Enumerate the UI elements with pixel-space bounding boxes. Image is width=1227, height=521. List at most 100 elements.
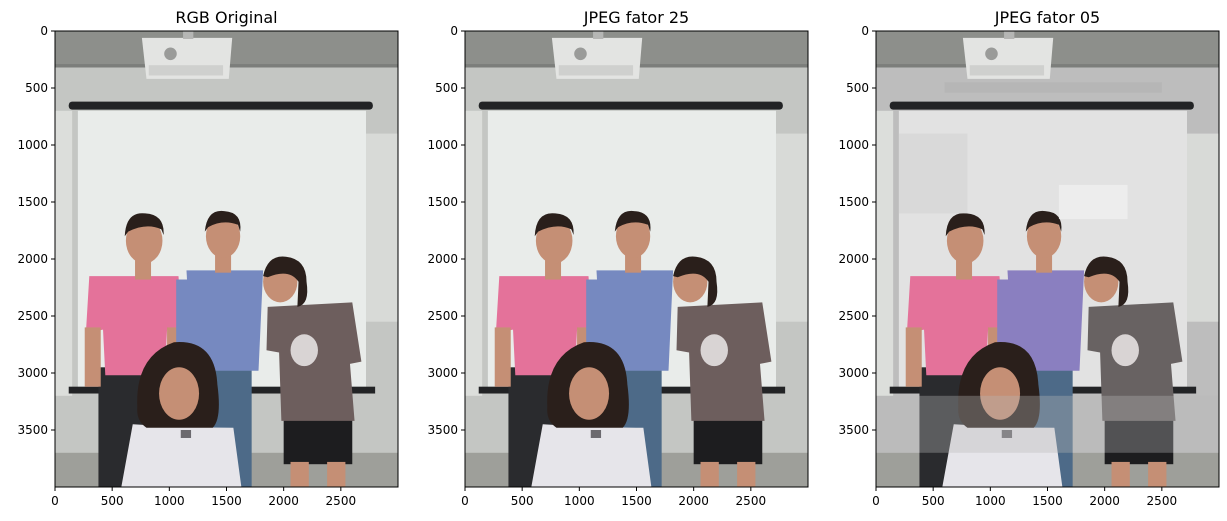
person-3-shirt-print: [290, 334, 318, 367]
person-2-face: [205, 214, 241, 258]
subplot-original: RGB Original 0 500 1000 1500 2000 2500 0 500 1000…: [17, 8, 399, 508]
screen-bar: [478, 101, 783, 110]
person-2-sleeve: [586, 279, 603, 360]
left-board: [876, 110, 894, 396]
person-3-shirt: [1087, 302, 1183, 421]
person-1-hair: [945, 213, 985, 237]
person-3-hair: [263, 256, 308, 307]
person-3-shorts: [283, 416, 353, 465]
photo: [876, 31, 1219, 487]
x-tick-label: 500: [101, 494, 124, 508]
y-tick-label: 1000: [838, 138, 869, 152]
artifact-floor: [876, 395, 1219, 453]
right-board: [1186, 133, 1219, 322]
person-3-leg-left: [1111, 461, 1130, 487]
y-tick-label: 500: [846, 81, 869, 95]
x-tick-label: 1500: [1032, 494, 1063, 508]
y-tick-label: 0: [861, 24, 869, 38]
person-4-shirt: [942, 424, 1063, 487]
y-tick-label: 0: [450, 24, 458, 38]
subplot-title: JPEG fator 25: [583, 8, 689, 27]
y-tick-label: 1500: [838, 195, 869, 209]
x-tick-label: 500: [922, 494, 945, 508]
person-2-sleeve: [176, 279, 193, 360]
image-area: [465, 31, 808, 487]
image-area: [55, 31, 398, 487]
person-1-arm-left: [84, 327, 101, 387]
person-3-shirt: [266, 302, 362, 421]
subplot-q05: JPEG fator 05 0 500 1000 1500 2000 2500 0 500 100…: [838, 8, 1220, 508]
y-tick-label: 2500: [838, 309, 869, 323]
person-3-leg-left: [290, 461, 309, 487]
y-tick-label: 3500: [17, 423, 48, 437]
left-board: [465, 110, 483, 396]
person-1-face: [535, 217, 573, 264]
y-tick-label: 1500: [17, 195, 48, 209]
y-tick-label: 1500: [427, 195, 458, 209]
person-4-face: [159, 367, 200, 420]
image-area: [876, 31, 1219, 487]
person-3-leg-left: [700, 461, 719, 487]
person-3-leg-right: [1148, 461, 1167, 487]
right-board: [775, 133, 808, 322]
y-tick-label: 3000: [427, 366, 458, 380]
person-3-hair: [673, 256, 718, 307]
x-tick-label: 1500: [211, 494, 242, 508]
artifact-block: [1058, 184, 1128, 220]
y-tick-label: 2000: [838, 252, 869, 266]
y-tick-label: 2500: [427, 309, 458, 323]
x-tick-label: 2500: [326, 494, 357, 508]
person-1-arm-left: [494, 327, 511, 387]
x-tick-label: 0: [872, 494, 880, 508]
photo: [55, 31, 398, 487]
person-2-shirt: [186, 270, 264, 371]
person-4-shirt-print: [590, 430, 602, 438]
projector-mount: [183, 31, 194, 39]
person-2-hair: [614, 210, 651, 232]
screen-bar: [889, 101, 1194, 110]
person-3-shirt-print: [1111, 334, 1139, 367]
y-tick-label: 3500: [427, 423, 458, 437]
artifact-band: [944, 82, 1162, 93]
person-4-shirt: [531, 424, 652, 487]
person-3-shorts: [693, 416, 763, 465]
person-3-leg-right: [327, 461, 346, 487]
person-4-face: [980, 367, 1021, 420]
right-board: [365, 133, 398, 322]
projector-mount: [1004, 31, 1015, 39]
projector-front: [969, 65, 1045, 76]
y-tick-label: 3500: [838, 423, 869, 437]
person-4-shirt-print: [1001, 430, 1013, 438]
artifact-block: [898, 133, 968, 214]
subplot-title: JPEG fator 05: [994, 8, 1100, 27]
person-2-face: [615, 214, 651, 258]
subplot-q25: JPEG fator 25 0 500 1000 1500 2000 2500 0 500 100…: [427, 8, 809, 508]
x-tick-label: 1000: [975, 494, 1006, 508]
y-tick-label: 2500: [17, 309, 48, 323]
person-4-shirt: [121, 424, 242, 487]
x-tick-label: 500: [511, 494, 534, 508]
y-tick-label: 2000: [427, 252, 458, 266]
projector-lens: [574, 47, 587, 61]
x-tick-label: 2500: [1147, 494, 1178, 508]
y-tick-label: 2000: [17, 252, 48, 266]
y-tick-label: 1000: [17, 138, 48, 152]
x-tick-label: 2000: [678, 494, 709, 508]
x-tick-label: 0: [51, 494, 59, 508]
person-1-face: [946, 217, 984, 264]
x-tick-label: 1000: [154, 494, 185, 508]
person-3-leg-right: [737, 461, 756, 487]
projector-front: [558, 65, 634, 76]
y-tick-label: 3000: [17, 366, 48, 380]
y-tick-label: 500: [25, 81, 48, 95]
projector-lens: [164, 47, 177, 61]
person-4-face: [569, 367, 610, 420]
x-tick-label: 2000: [1089, 494, 1120, 508]
person-3-shirt-print: [700, 334, 728, 367]
left-board: [55, 110, 73, 396]
person-4-shirt-print: [180, 430, 192, 438]
x-tick-label: 2500: [736, 494, 767, 508]
person-2-shirt: [1007, 270, 1085, 371]
person-1-face: [125, 217, 163, 264]
